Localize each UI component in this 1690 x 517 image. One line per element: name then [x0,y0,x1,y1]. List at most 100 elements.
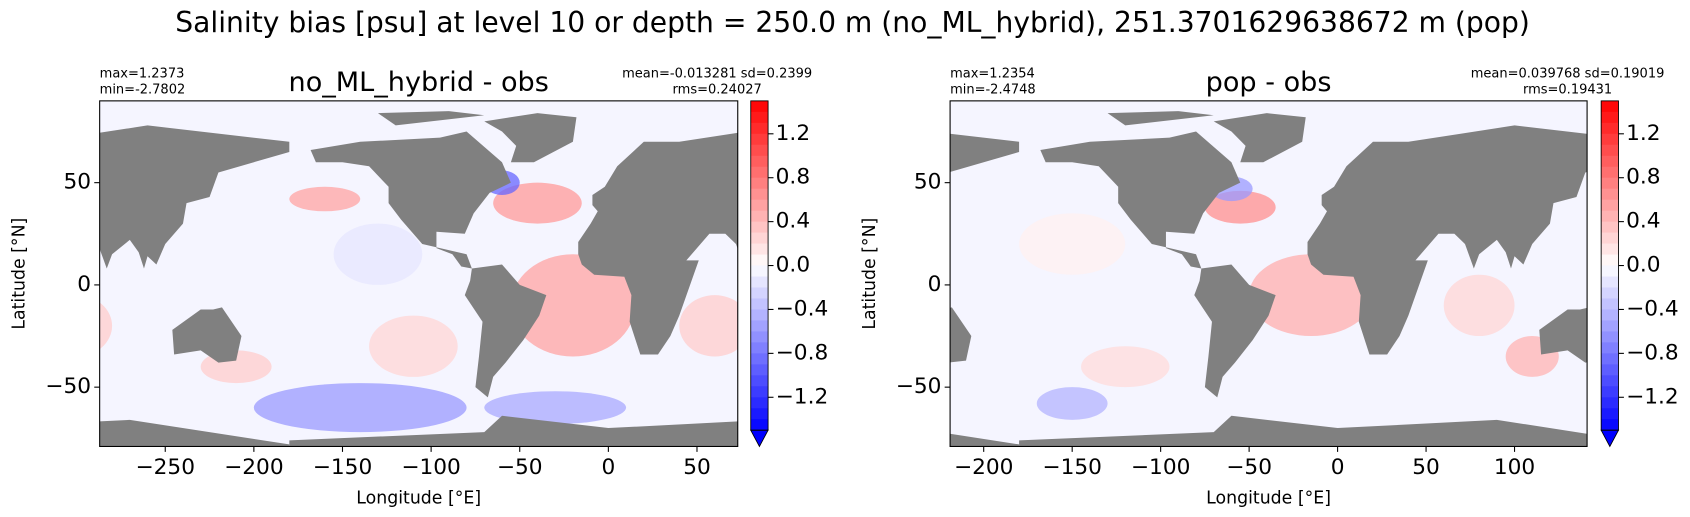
y-tick-label: 50 [63,170,91,195]
land [1040,131,1241,269]
y-axis-label: Latitude [°N] [860,218,880,330]
colorbar-band [1601,276,1619,289]
land [1539,307,1588,363]
x-tick-label: 50 [683,455,711,480]
colorbar-band [750,353,769,365]
x-tick-label: −150 [1042,455,1101,480]
anomaly-patch [1443,274,1515,337]
map-area [869,100,1690,469]
panel-title: no_ML_hybrid - obs [289,67,549,98]
stat-text: rms=0.24027 [673,83,762,98]
colorbar-band [750,188,769,201]
colorbar-tick-label: 0.0 [776,253,810,278]
colorbar-tick-label: −0.8 [1626,340,1679,365]
colorbar-band [1601,298,1619,310]
land [172,307,242,363]
anomaly-patch [493,182,582,224]
stat-text: min=-2.7802 [100,83,186,98]
colorbar-band [750,111,769,124]
colorbar-band [1601,144,1619,157]
anomaly-patch [1656,213,1690,274]
colorbar-band [750,386,769,398]
land [484,113,577,163]
anomaly-patch [99,302,113,350]
land [310,131,511,269]
colorbar-band [750,254,769,267]
stat-text: rms=0.19431 [1523,83,1612,98]
colorbar-tick-label: −1.2 [776,384,829,409]
anomaly-patch [679,295,738,357]
colorbar-tick-label: −0.8 [776,340,829,365]
colorbar-band [750,397,769,409]
colorbar-band [750,155,769,168]
colorbar-band [1601,210,1619,223]
land [1213,113,1306,163]
colorbar-band [750,287,769,300]
anomaly-patch [1019,213,1126,275]
land [950,133,1020,172]
x-tick-label: −200 [224,455,283,480]
colorbar-band [1601,331,1619,343]
colorbar-band [750,419,769,431]
colorbar-band [750,342,769,354]
anomaly-patch [484,391,627,424]
colorbar-band [1601,122,1619,135]
land [950,433,1020,447]
colorbar-band [1601,375,1619,387]
stat-text: max=1.2373 [100,66,185,81]
colorbar-band [750,166,769,179]
colorbar-band [750,210,769,223]
anomaly-patch [510,254,635,357]
anomaly-patch [369,315,458,377]
land [377,111,485,126]
colorbar-band [1601,111,1619,124]
colorbar-band [750,133,769,146]
colorbar-band [1601,100,1619,113]
colorbar-band [1601,199,1619,212]
colorbar-band [1601,364,1619,376]
colorbar-tick-label: −1.2 [1626,384,1679,409]
colorbar-band [1601,419,1619,431]
land [1307,125,1588,355]
colorbar-tick-label: −0.4 [1626,296,1679,321]
land [99,125,290,269]
colorbar-band [750,177,769,190]
colorbar-tick-label: 1.2 [1626,121,1660,146]
x-tick-label: −100 [401,455,460,480]
y-tick-label: −50 [896,374,942,399]
colorbar-band [1601,320,1619,332]
colorbar-band [1601,221,1619,234]
colorbar-band [750,122,769,135]
x-tick-label: 0 [601,455,615,480]
y-axis-label: Latitude [°N] [10,218,30,330]
land [99,419,290,447]
axes-frame [99,100,739,447]
x-tick-label: 0 [1331,455,1345,480]
land [1656,416,1690,469]
stat-text: min=-2.4748 [950,83,1036,98]
x-axis-label: Longitude [°E] [356,488,481,508]
colorbar-band [1601,386,1619,398]
land [1677,132,1690,269]
colorbar-band [750,265,769,278]
anomaly-patch [869,336,922,377]
x-tick-label: 100 [1494,455,1535,480]
stat-text: mean=-0.013281 sd=0.2399 [622,66,812,81]
colorbar-band [750,199,769,212]
land [950,307,972,363]
anomaly-patch [289,186,361,212]
colorbar-tick-label: 0.8 [1626,165,1660,190]
x-tick-label: −100 [1131,455,1190,480]
colorbar-band [1601,133,1619,146]
colorbar-band [750,408,769,420]
map-area [99,100,738,447]
y-tick-label: −50 [45,374,91,399]
colorbar-band [750,331,769,343]
x-tick-label: −50 [497,455,543,480]
colorbar-band [1601,254,1619,267]
land [1107,111,1214,126]
colorbar-band [750,298,769,310]
colorbar-band [750,375,769,387]
colorbar-band [1601,287,1619,300]
